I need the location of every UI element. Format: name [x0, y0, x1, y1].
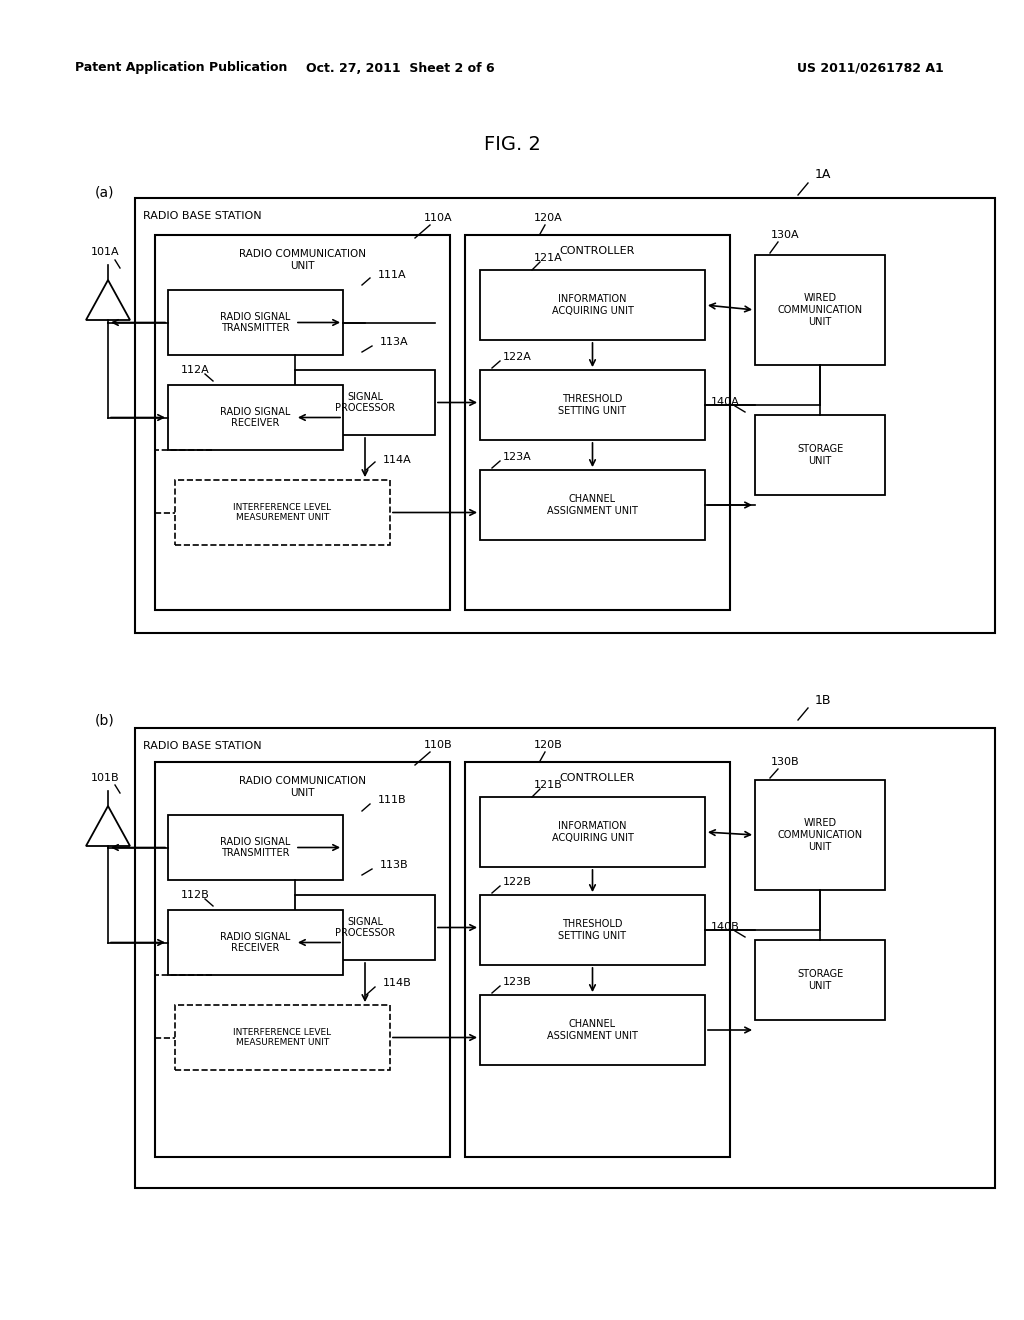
- Bar: [480, 995, 705, 1065]
- Text: RADIO BASE STATION: RADIO BASE STATION: [143, 211, 261, 220]
- Bar: [168, 909, 343, 975]
- Text: 114B: 114B: [383, 978, 412, 987]
- Text: RADIO SIGNAL
TRANSMITTER: RADIO SIGNAL TRANSMITTER: [220, 837, 291, 858]
- Bar: [168, 814, 343, 880]
- Text: 123A: 123A: [503, 451, 531, 462]
- Text: STORAGE
UNIT: STORAGE UNIT: [797, 445, 843, 466]
- Text: 110B: 110B: [424, 741, 453, 750]
- Bar: [755, 255, 885, 366]
- Text: CONTROLLER: CONTROLLER: [560, 774, 635, 783]
- Text: WIRED
COMMUNICATION
UNIT: WIRED COMMUNICATION UNIT: [777, 818, 862, 851]
- Text: WIRED
COMMUNICATION
UNIT: WIRED COMMUNICATION UNIT: [777, 293, 862, 326]
- Text: 1A: 1A: [815, 169, 831, 181]
- Bar: [155, 762, 450, 1158]
- Text: SIGNAL
PROCESSOR: SIGNAL PROCESSOR: [335, 392, 395, 413]
- Text: 122B: 122B: [503, 876, 531, 887]
- Text: Oct. 27, 2011  Sheet 2 of 6: Oct. 27, 2011 Sheet 2 of 6: [306, 62, 495, 74]
- Bar: [755, 940, 885, 1020]
- Bar: [155, 235, 450, 610]
- Text: 113A: 113A: [380, 337, 409, 347]
- Text: 110A: 110A: [424, 213, 453, 223]
- Text: 130B: 130B: [771, 756, 800, 767]
- Text: RADIO COMMUNICATION
UNIT: RADIO COMMUNICATION UNIT: [239, 249, 366, 271]
- Bar: [480, 797, 705, 867]
- Text: SIGNAL
PROCESSOR: SIGNAL PROCESSOR: [335, 916, 395, 939]
- Text: 112B: 112B: [180, 890, 209, 900]
- Text: RADIO SIGNAL
RECEIVER: RADIO SIGNAL RECEIVER: [220, 407, 291, 428]
- Bar: [175, 480, 390, 545]
- Text: 111B: 111B: [378, 795, 407, 805]
- Bar: [168, 290, 343, 355]
- Text: RADIO COMMUNICATION
UNIT: RADIO COMMUNICATION UNIT: [239, 776, 366, 797]
- Text: CHANNEL
ASSIGNMENT UNIT: CHANNEL ASSIGNMENT UNIT: [547, 1019, 638, 1040]
- Bar: [480, 370, 705, 440]
- Bar: [175, 1005, 390, 1071]
- Text: THRESHOLD
SETTING UNIT: THRESHOLD SETTING UNIT: [558, 919, 627, 941]
- Text: THRESHOLD
SETTING UNIT: THRESHOLD SETTING UNIT: [558, 395, 627, 416]
- Text: US 2011/0261782 A1: US 2011/0261782 A1: [797, 62, 943, 74]
- Bar: [480, 271, 705, 341]
- Text: 101A: 101A: [91, 247, 120, 257]
- Text: INFORMATION
ACQUIRING UNIT: INFORMATION ACQUIRING UNIT: [552, 294, 634, 315]
- Bar: [295, 370, 435, 436]
- Text: (b): (b): [95, 713, 115, 727]
- Text: FIG. 2: FIG. 2: [483, 136, 541, 154]
- Text: 1B: 1B: [815, 693, 831, 706]
- Bar: [135, 729, 995, 1188]
- Text: INTERFERENCE LEVEL
MEASUREMENT UNIT: INTERFERENCE LEVEL MEASUREMENT UNIT: [233, 1028, 332, 1047]
- Text: 122A: 122A: [503, 352, 531, 362]
- Bar: [465, 762, 730, 1158]
- Bar: [480, 895, 705, 965]
- Text: 123B: 123B: [503, 977, 531, 987]
- Text: 130A: 130A: [771, 230, 800, 240]
- Text: 120B: 120B: [534, 741, 562, 750]
- Bar: [135, 198, 995, 634]
- Text: INFORMATION
ACQUIRING UNIT: INFORMATION ACQUIRING UNIT: [552, 821, 634, 842]
- Text: RADIO SIGNAL
TRANSMITTER: RADIO SIGNAL TRANSMITTER: [220, 312, 291, 333]
- Text: 120A: 120A: [534, 213, 562, 223]
- Text: 121B: 121B: [534, 780, 562, 789]
- Bar: [755, 780, 885, 890]
- Text: RADIO BASE STATION: RADIO BASE STATION: [143, 741, 261, 751]
- Text: 112A: 112A: [180, 366, 209, 375]
- Text: 113B: 113B: [380, 861, 409, 870]
- Text: 140A: 140A: [711, 397, 739, 407]
- Text: Patent Application Publication: Patent Application Publication: [75, 62, 288, 74]
- Text: 114A: 114A: [383, 455, 412, 465]
- Text: INTERFERENCE LEVEL
MEASUREMENT UNIT: INTERFERENCE LEVEL MEASUREMENT UNIT: [233, 503, 332, 523]
- Text: CHANNEL
ASSIGNMENT UNIT: CHANNEL ASSIGNMENT UNIT: [547, 494, 638, 516]
- Bar: [295, 895, 435, 960]
- Text: 101B: 101B: [91, 774, 120, 783]
- Text: RADIO SIGNAL
RECEIVER: RADIO SIGNAL RECEIVER: [220, 932, 291, 953]
- Bar: [168, 385, 343, 450]
- Text: 111A: 111A: [378, 271, 407, 280]
- Bar: [755, 414, 885, 495]
- Text: CONTROLLER: CONTROLLER: [560, 246, 635, 256]
- Text: 121A: 121A: [534, 253, 562, 263]
- Text: STORAGE
UNIT: STORAGE UNIT: [797, 969, 843, 991]
- Bar: [465, 235, 730, 610]
- Bar: [480, 470, 705, 540]
- Text: (a): (a): [95, 185, 115, 199]
- Text: 140B: 140B: [711, 921, 739, 932]
